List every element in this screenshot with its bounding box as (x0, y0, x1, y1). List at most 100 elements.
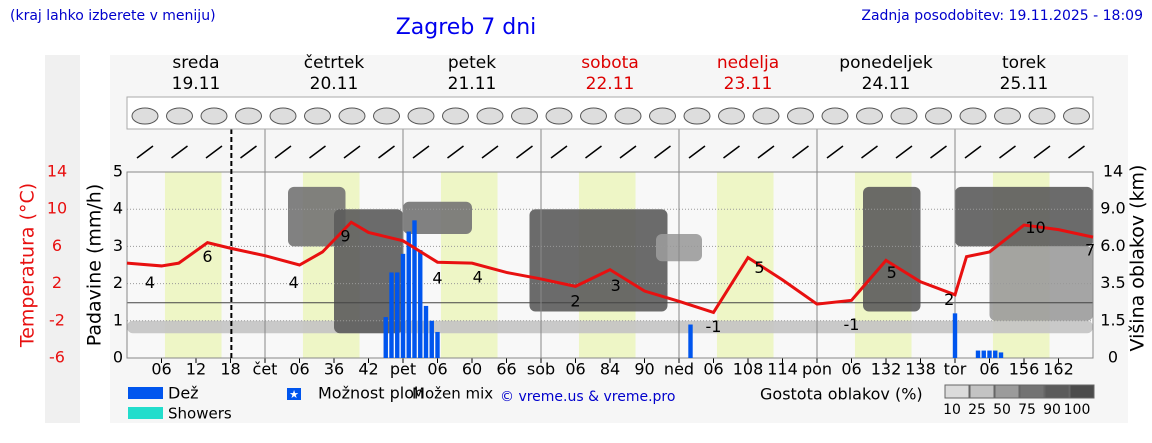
cloud-legend-label: 25 (968, 402, 986, 418)
day-name: sobota (581, 53, 639, 73)
weather-icon (994, 107, 1021, 125)
y-tick-label: 0 (113, 348, 123, 367)
wind-barb (999, 145, 1016, 159)
x-tick-label: 138 (905, 360, 936, 379)
temp-tick-label: 14 (47, 162, 67, 181)
precip-bar (981, 350, 986, 358)
weather-icon (407, 107, 435, 125)
x-tick-label: 06 (841, 360, 861, 379)
day-name: četrtek (304, 53, 365, 73)
x-tick-label: 18 (220, 360, 240, 379)
y2-tick-label: 0 (1108, 348, 1118, 367)
weather-icon (752, 107, 780, 125)
cloud-legend-box (1044, 384, 1070, 399)
y2-tick-label: 1.5 (1100, 310, 1125, 329)
x-tick-label: 42 (358, 360, 378, 379)
y-tick-label: 4 (113, 199, 123, 218)
wind-barb (412, 145, 430, 159)
x-tick-label: 06 (703, 360, 723, 379)
day-date: 19.11 (172, 74, 221, 94)
updated: Zadnja posodobitev: 19.11.2025 - 18:09 (861, 8, 1143, 24)
weather-icon (511, 107, 538, 125)
weather-icon (442, 107, 469, 125)
wind-barb (723, 145, 740, 159)
cloud-legend-box (1069, 384, 1095, 399)
day-date: 24.11 (862, 74, 911, 94)
cloud-block (863, 186, 921, 312)
legend-label: Dež (168, 384, 199, 403)
y-tick-label: 1 (113, 310, 123, 329)
wind-barb (861, 145, 878, 159)
precip-bar (383, 317, 388, 358)
wind-barb (550, 145, 568, 159)
temp-tick-label: 10 (47, 199, 67, 218)
day-date: 22.11 (586, 74, 635, 94)
day-date: 25.11 (1000, 74, 1049, 94)
precip-bar (400, 253, 406, 358)
wind-barb (343, 145, 361, 159)
cloud-legend-label: 90 (1043, 402, 1061, 418)
weather-icon (235, 107, 262, 125)
day-name: ponedeljek (839, 53, 933, 73)
wind-barb (826, 145, 844, 159)
legend-swatch (128, 407, 163, 419)
wind-barb (1068, 145, 1085, 159)
side-strip (45, 55, 80, 423)
wind-barb (447, 145, 464, 159)
y2-tick-label: 6.0 (1100, 236, 1125, 255)
x-tick-label: 84 (600, 360, 620, 379)
precip-bar (993, 350, 998, 358)
wind-barb (964, 145, 982, 159)
y-axis-label: Padavine (mm/h) (84, 184, 106, 347)
y-tick-label: 5 (113, 162, 123, 181)
weather-icon (304, 107, 331, 125)
cloud-legend-title: Gostota oblakov (%) (760, 385, 923, 404)
day-name: petek (448, 53, 496, 73)
y-tick-label: 2 (113, 273, 123, 292)
x-tick-label: tor (944, 360, 967, 379)
x-tick-label: pon (802, 360, 832, 379)
wind-barb (378, 145, 395, 159)
cloud-legend-label: 50 (993, 402, 1011, 418)
cloud-legend-label: 100 (1064, 402, 1091, 418)
weather-icon (545, 107, 573, 125)
temp-label: 4 (145, 273, 155, 292)
cloud-block (403, 201, 472, 234)
cloud-block (127, 320, 1093, 334)
temp-label: 4 (289, 273, 299, 292)
precip-bar (688, 324, 693, 358)
precip-bar (412, 220, 417, 358)
temp-tick-label: 2 (52, 273, 62, 292)
cloud-block (334, 209, 403, 334)
x-tick-label: 162 (1043, 360, 1074, 379)
cloud-legend-box (1019, 384, 1045, 399)
weather-icon (890, 107, 918, 125)
note: (kraj lahko izberete v meniju) (10, 8, 216, 24)
y-tick-label: 3 (113, 236, 123, 255)
wind-barb (516, 145, 533, 159)
x-tick-label: pet (390, 360, 416, 379)
weather-icon (925, 107, 952, 125)
x-tick-label: 114 (767, 360, 798, 379)
wind-barb (171, 145, 188, 159)
wind-barb (481, 145, 499, 159)
precip-bar (435, 331, 440, 358)
weather-icon (718, 107, 745, 125)
y2-tick-label: 9.0 (1100, 199, 1125, 218)
cloud-block (989, 246, 1093, 321)
cloud-block (529, 209, 668, 312)
wind-barb (654, 145, 671, 159)
weather-icon (683, 107, 711, 125)
x-tick-label: 06 (289, 360, 309, 379)
x-tick-label: 156 (1009, 360, 1040, 379)
y2-axis-label: Višina oblakov (km) (1127, 165, 1149, 352)
legend-star: ★ (289, 388, 299, 401)
x-tick-label: 06 (979, 360, 999, 379)
title: Zagreb 7 dni (396, 15, 537, 40)
day-name: nedelja (717, 53, 779, 73)
wind-barb (930, 145, 947, 159)
legend-label: Možnost ploh (318, 384, 424, 403)
wind-barb (274, 145, 292, 159)
temperature-line (126, 220, 1094, 315)
